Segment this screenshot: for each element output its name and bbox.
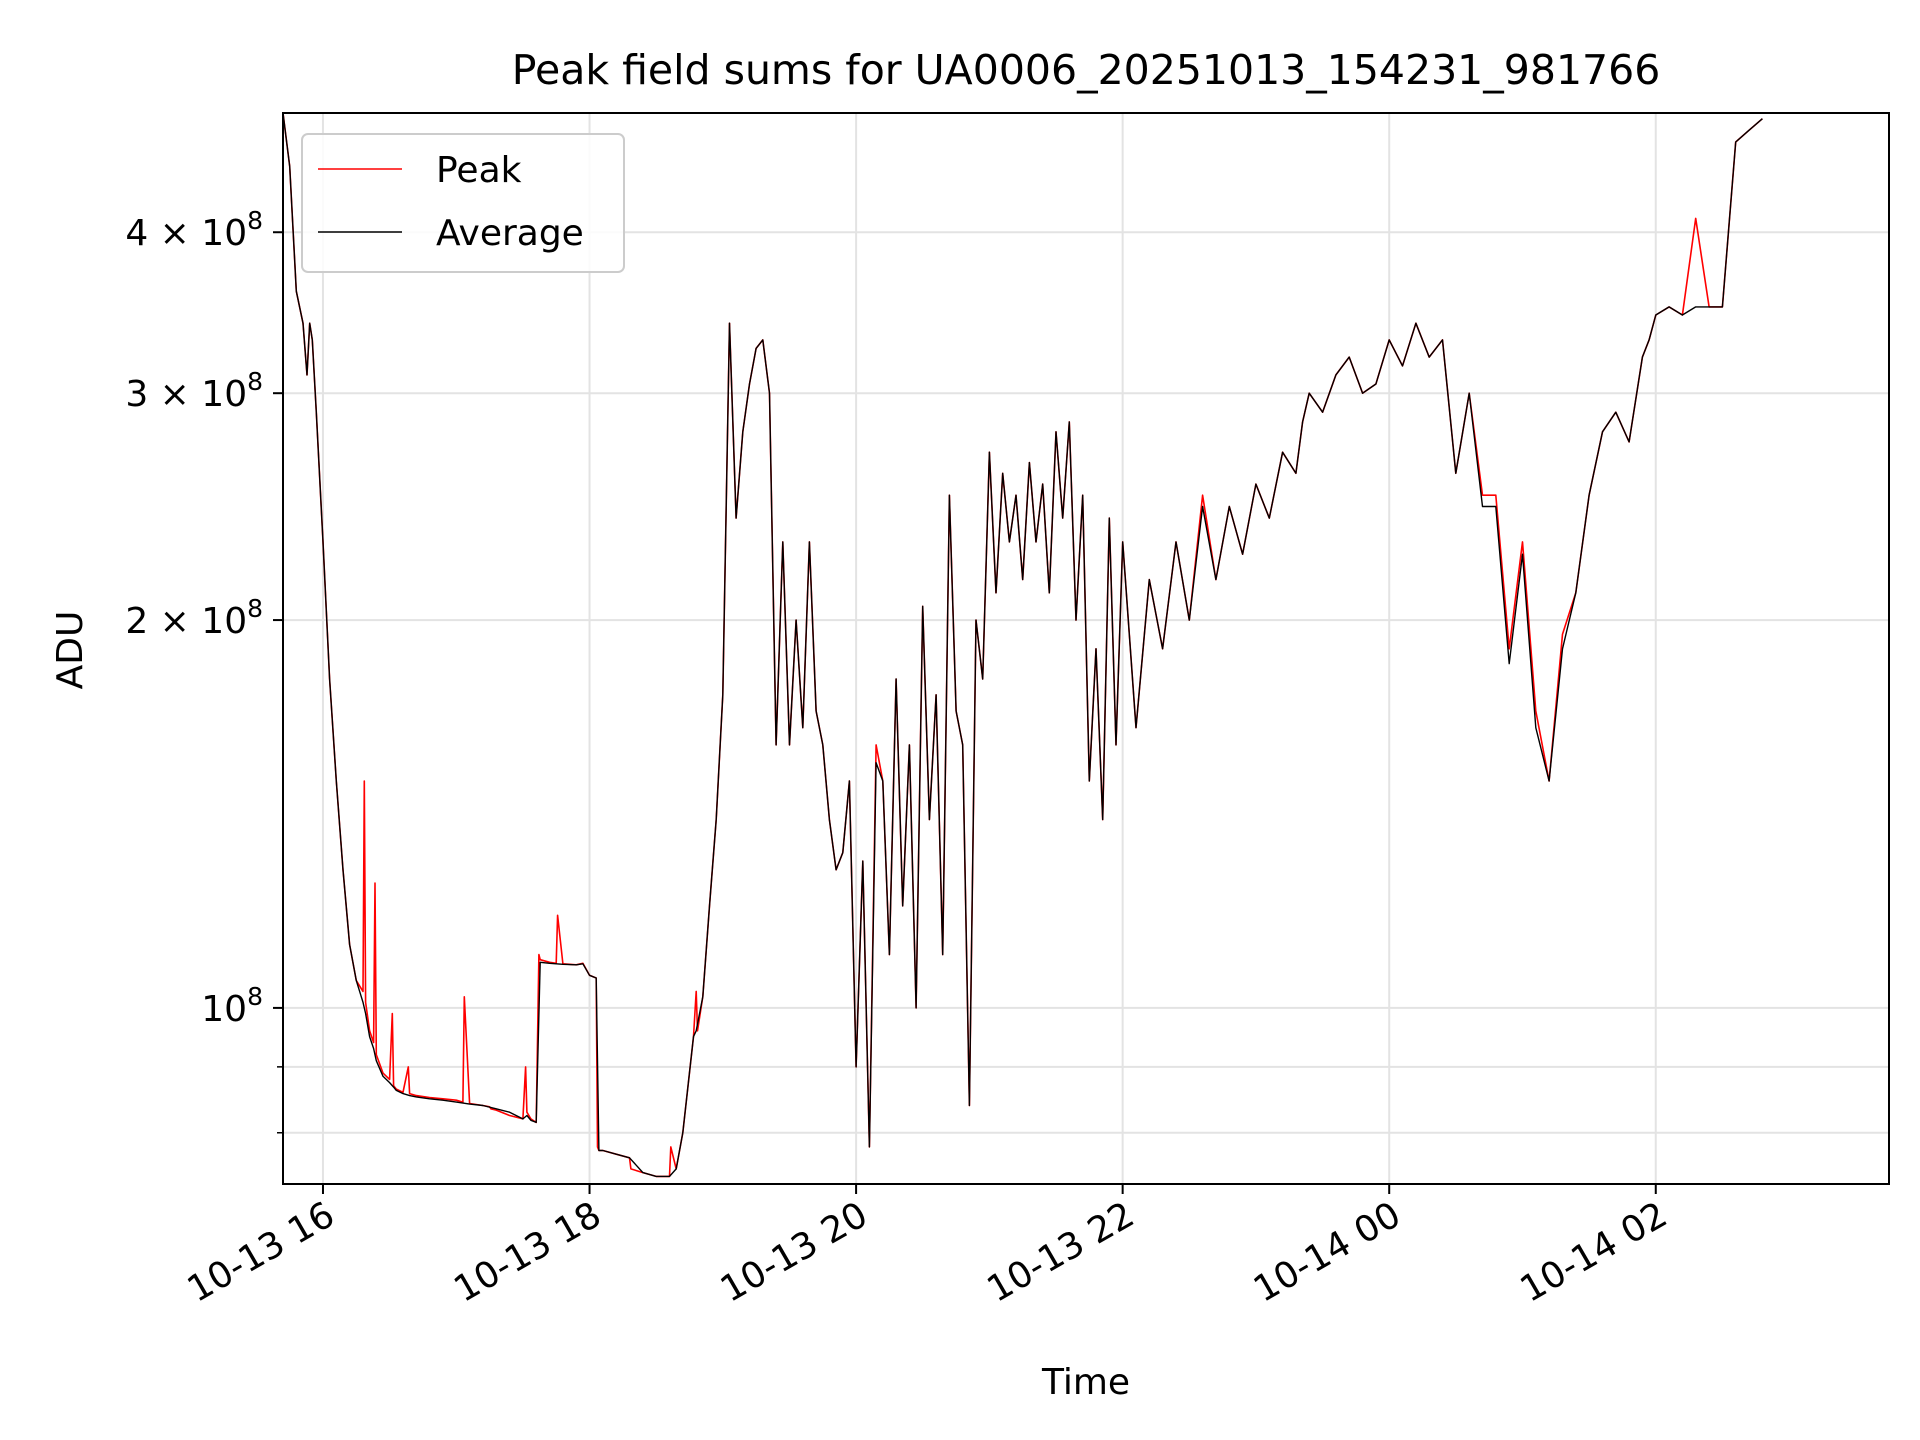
y-tick-base: 4 × 10 bbox=[125, 213, 247, 254]
y-tick-base: 10 bbox=[201, 989, 247, 1030]
chart-title: Peak field sums for UA0006_20251013_1542… bbox=[512, 46, 1661, 94]
y-axis-label: ADU bbox=[50, 611, 91, 690]
y-tick-base: 3 × 10 bbox=[125, 374, 247, 415]
y-tick-label: 3 × 108 bbox=[125, 367, 263, 415]
series-line-average bbox=[283, 113, 1763, 1178]
legend: Peak Average bbox=[301, 133, 625, 273]
y-tick-exponent: 8 bbox=[247, 594, 263, 623]
axes-frame bbox=[282, 112, 1890, 1185]
y-tick-exponent: 8 bbox=[247, 206, 263, 235]
y-tick-label: 108 bbox=[201, 982, 263, 1030]
y-tick-label: 2 × 108 bbox=[125, 594, 263, 642]
plot-area bbox=[283, 113, 1763, 1178]
series-layer bbox=[283, 113, 1763, 1178]
y-tick-base: 2 × 10 bbox=[125, 601, 247, 642]
legend-average-label: Average bbox=[436, 213, 584, 254]
grid-lines bbox=[283, 113, 1889, 1184]
x-axis-label: Time bbox=[1041, 1362, 1130, 1403]
y-tick-exponent: 8 bbox=[247, 367, 263, 396]
y-tick-exponent: 8 bbox=[247, 982, 263, 1011]
legend-peak-label: Peak bbox=[436, 150, 522, 191]
y-tick-label: 4 × 108 bbox=[125, 206, 263, 254]
